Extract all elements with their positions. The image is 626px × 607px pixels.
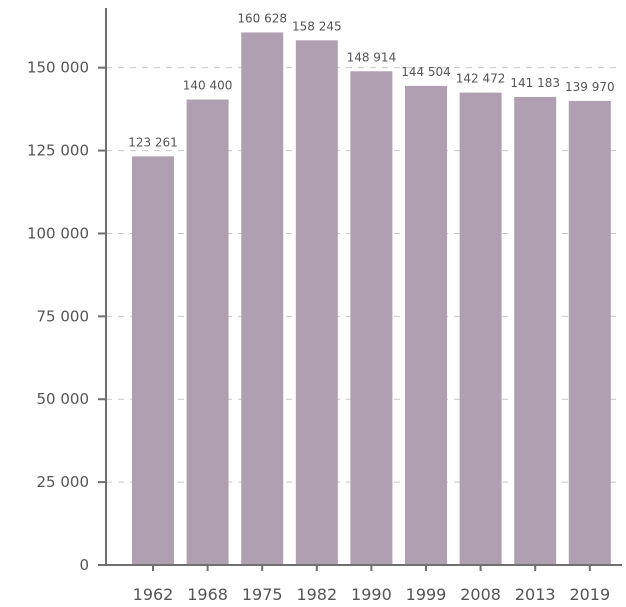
bar: [459, 92, 502, 565]
x-category-label: 1968: [187, 585, 228, 604]
bar: [405, 85, 447, 566]
y-tick-label: 125 000: [27, 142, 89, 160]
y-tick-label: 75 000: [37, 307, 90, 325]
bar: [295, 40, 338, 566]
data-label: 139 970: [565, 80, 615, 94]
bar: [241, 32, 284, 565]
y-tick-label: 50 000: [37, 390, 90, 408]
x-category-label: 2008: [460, 585, 501, 604]
data-label: 123 261: [128, 135, 178, 149]
x-category-label: 2013: [515, 585, 556, 604]
x-axis-categories: 1962 1968 1975 1982 1990 1999 2008 2013 2019: [133, 565, 610, 604]
y-axis-ticks: 0 25 000 50 000 75 000 100 000 125 000 150 000: [27, 59, 106, 574]
y-tick-label: 0: [79, 556, 89, 574]
bars: [132, 32, 611, 566]
x-category-label: 1990: [351, 585, 392, 604]
data-label: 148 914: [347, 50, 397, 64]
bar: [186, 99, 229, 565]
data-label: 142 472: [456, 72, 506, 86]
bar: [132, 156, 174, 565]
data-label: 140 400: [183, 79, 233, 93]
y-tick-label: 25 000: [37, 473, 90, 491]
x-category-label: 1962: [133, 585, 174, 604]
bar: [514, 96, 557, 565]
x-category-label: 1982: [296, 585, 337, 604]
bar: [350, 71, 393, 565]
y-tick-label: 150 000: [27, 59, 89, 77]
data-label: 141 183: [510, 76, 560, 90]
bar: [568, 100, 611, 565]
data-label: 158 245: [292, 19, 342, 33]
y-tick-label: 100 000: [27, 224, 89, 242]
data-label: 144 504: [401, 65, 451, 79]
data-label: 160 628: [237, 11, 287, 25]
x-category-label: 1999: [406, 585, 447, 604]
data-labels: 123 261 140 400 160 628 158 245 148 914 144 5…: [128, 11, 614, 149]
x-category-label: 1975: [242, 585, 283, 604]
x-category-label: 2019: [569, 585, 610, 604]
